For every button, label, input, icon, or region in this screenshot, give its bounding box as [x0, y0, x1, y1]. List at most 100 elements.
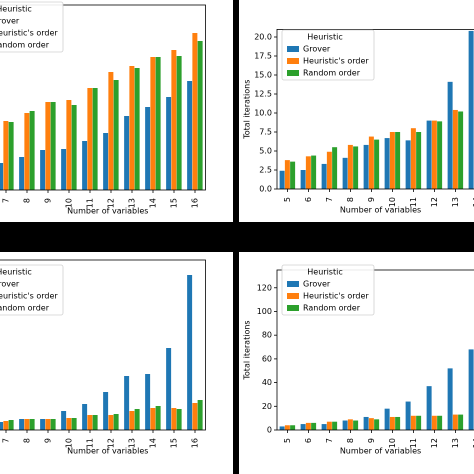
- y-tick-label: 40: [262, 378, 272, 387]
- bar: [113, 414, 119, 430]
- legend-label: Heuristic's order: [303, 292, 369, 301]
- y-tick-label: 0.0: [259, 185, 272, 194]
- chart: 0.0 2.5 5.0 7.5 10.0 12.5 15.0 17.5 20.0 5 6 7 8 9 10 1…: [243, 28, 474, 215]
- bar: [389, 132, 395, 189]
- x-tick-label: 10: [388, 197, 397, 207]
- bar: [129, 66, 135, 190]
- bar: [171, 50, 177, 190]
- bar: [3, 121, 9, 190]
- legend-swatch: [287, 293, 299, 299]
- bar: [368, 418, 374, 430]
- x-tick-label: 7: [2, 198, 11, 203]
- bar: [426, 386, 432, 430]
- legend-label: Heuristic's order: [0, 292, 58, 301]
- bar: [40, 150, 46, 190]
- bar: [321, 163, 327, 189]
- x-tick-label: 11: [409, 438, 418, 448]
- bar: [176, 56, 182, 190]
- y-axis-label: Total iterations: [243, 80, 252, 140]
- y-axis-label: Total iterations: [243, 320, 252, 380]
- legend-box: [281, 264, 375, 316]
- bar: [458, 414, 464, 430]
- chart: 7 8 9 10 11 12 13 14 15 16 Number of variables Heur…: [0, 1, 206, 216]
- x-tick-label: 12: [430, 438, 439, 448]
- legend-box: [281, 29, 375, 81]
- x-tick-label: 15: [170, 198, 179, 208]
- bar: [395, 416, 401, 430]
- y-tick-label: 20: [262, 402, 272, 411]
- legend-label: Grover: [0, 280, 20, 289]
- x-tick-label: 6: [304, 197, 313, 202]
- bar: [8, 122, 14, 190]
- y-tick-label: 17.5: [254, 52, 272, 61]
- bar: [405, 140, 411, 189]
- bar: [155, 406, 161, 430]
- bar: [452, 109, 458, 189]
- bar: [311, 155, 317, 189]
- bar: [92, 415, 98, 430]
- bar: [108, 415, 114, 430]
- legend-box: [0, 264, 64, 316]
- bar: [45, 419, 51, 430]
- y-tick-label: 7.5: [259, 128, 272, 137]
- bar: [134, 68, 140, 190]
- bar: [416, 415, 422, 430]
- bar: [326, 151, 332, 189]
- bar: [171, 408, 177, 430]
- legend-label: Random order: [303, 304, 361, 313]
- x-tick-label: 11: [86, 438, 95, 448]
- bar: [300, 424, 306, 430]
- bar: [447, 81, 453, 189]
- x-tick-label: 12: [107, 438, 116, 448]
- bar: [45, 102, 51, 190]
- bar: [447, 368, 453, 430]
- legend-label: Heuristic's order: [0, 29, 58, 38]
- bar: [155, 57, 161, 190]
- bar: [71, 105, 77, 190]
- y-tick-label: 20.0: [254, 33, 272, 42]
- x-axis-label: Number of variables: [67, 447, 148, 456]
- y-tick-label: 2.5: [259, 166, 272, 175]
- bar: [61, 149, 67, 190]
- legend-swatch: [287, 58, 299, 64]
- bar: [187, 81, 193, 190]
- bar: [389, 416, 395, 430]
- bar: [332, 147, 338, 189]
- x-tick-label: 9: [44, 198, 53, 203]
- bar: [321, 424, 327, 430]
- y-tick-label: 0: [267, 426, 272, 435]
- bar: [197, 41, 203, 190]
- x-axis-label: Number of variables: [340, 206, 421, 215]
- x-tick-label: 5: [283, 197, 292, 202]
- x-tick-label: 10: [388, 438, 397, 448]
- bar: [410, 128, 416, 189]
- legend-title: Heuristic: [0, 268, 32, 277]
- bar: [150, 408, 156, 430]
- bar: [29, 419, 35, 430]
- bar: [426, 120, 432, 189]
- legend-label: Grover: [303, 280, 331, 289]
- bar: [468, 30, 474, 190]
- bar: [300, 170, 306, 189]
- bar: [192, 33, 198, 190]
- x-tick-label: 14: [149, 438, 158, 448]
- x-tick-label: 7: [325, 438, 334, 443]
- x-tick-label: 7: [2, 438, 11, 443]
- x-tick-label: 9: [367, 197, 376, 202]
- bar: [8, 420, 14, 430]
- legend-label: Random order: [303, 69, 361, 78]
- bar: [326, 421, 332, 430]
- bar: [124, 376, 130, 430]
- bar: [50, 419, 56, 430]
- x-tick-label: 14: [472, 438, 474, 448]
- axes-frame: [0, 259, 206, 431]
- bar: [347, 419, 353, 430]
- bar: [192, 403, 198, 430]
- x-tick-label: 16: [191, 198, 200, 208]
- bar: [290, 161, 296, 189]
- bar: [61, 411, 67, 430]
- x-tick-label: 11: [409, 197, 418, 207]
- x-tick-label: 11: [86, 198, 95, 208]
- bar: [431, 415, 437, 430]
- x-tick-label: 5: [283, 438, 292, 443]
